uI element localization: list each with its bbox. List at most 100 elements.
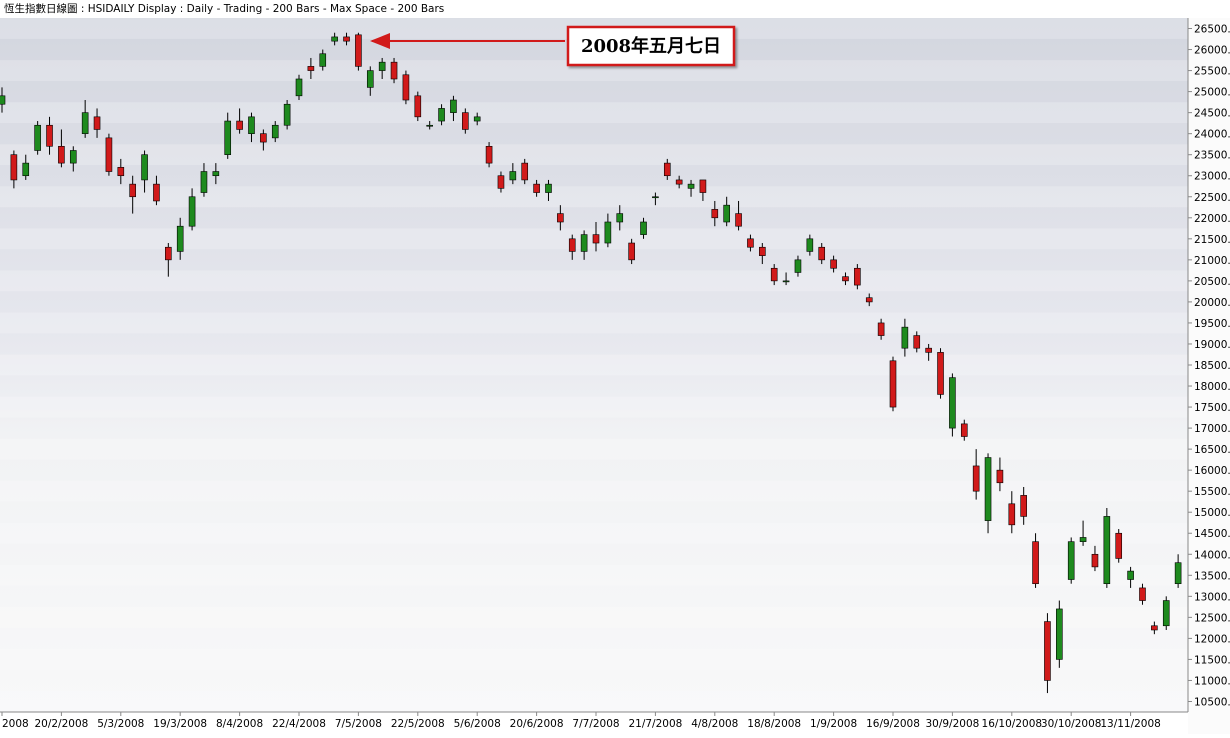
candle-body — [438, 108, 445, 122]
candle-body — [616, 213, 624, 223]
candle-body — [46, 124, 53, 147]
y-tick-label: 23000.0 — [1194, 171, 1230, 183]
candle-body — [224, 120, 232, 155]
grid-band — [0, 396, 1188, 418]
candle-body — [81, 112, 89, 134]
annotation: 2008年五月七日 — [581, 35, 721, 57]
candle-body — [652, 196, 659, 199]
grid-band — [0, 144, 1188, 166]
candle-body — [545, 183, 552, 193]
candle-body — [497, 175, 505, 189]
y-tick-label: 12500.0 — [1194, 612, 1230, 624]
candle-body — [1079, 537, 1087, 542]
candle-body — [343, 36, 350, 42]
candle-body — [1032, 541, 1039, 585]
candle-body — [972, 465, 980, 492]
x-tick-label: 13/11/2008 — [1100, 718, 1161, 730]
candle-body — [818, 246, 826, 261]
grid-band — [0, 186, 1188, 208]
y-tick-label: 19500.0 — [1194, 318, 1230, 330]
candle-body — [1067, 541, 1075, 580]
grid-band — [0, 691, 1188, 712]
candle-body — [117, 167, 125, 177]
candle-body — [426, 124, 433, 127]
candle-body — [1174, 562, 1182, 585]
candle-body — [1139, 587, 1146, 601]
candle-body — [271, 124, 279, 139]
candle-body — [913, 335, 921, 349]
candle-body — [640, 221, 647, 235]
candle-body — [735, 213, 742, 227]
candle-body — [462, 112, 469, 130]
candle-body — [69, 150, 77, 164]
candle-body — [996, 469, 1004, 484]
x-tick-label: 21/7/2008 — [628, 718, 682, 730]
y-tick-label: 16500.0 — [1194, 444, 1230, 456]
candle-body — [865, 297, 873, 303]
grid-band — [0, 354, 1188, 376]
candle-body — [485, 145, 493, 164]
y-tick-label: 25000.0 — [1194, 87, 1230, 99]
candle-body — [331, 36, 338, 42]
candle-body — [1151, 625, 1158, 631]
candle-body — [806, 238, 814, 252]
grid-band — [0, 564, 1188, 586]
candle-body — [450, 99, 457, 113]
x-tick-label: 7/7/2008 — [572, 718, 619, 730]
candle-body — [1103, 516, 1111, 585]
candle-body — [473, 116, 481, 122]
candle-body — [842, 276, 849, 282]
y-tick-label: 26500.0 — [1194, 24, 1230, 36]
y-tick-label: 14000.0 — [1194, 549, 1230, 561]
candle-body — [10, 154, 18, 181]
y-tick-label: 18500.0 — [1194, 360, 1230, 372]
x-tick-label: 7/5/2008 — [335, 718, 382, 730]
candle-body — [663, 162, 671, 177]
y-tick-label: 11500.0 — [1194, 654, 1230, 666]
candle-body — [628, 242, 635, 261]
x-tick-label: 22/4/2008 — [272, 718, 326, 730]
candle-body — [105, 137, 113, 172]
candle-body — [283, 103, 291, 126]
y-tick-label: 21500.0 — [1194, 234, 1230, 246]
y-tick-label: 16000.0 — [1194, 465, 1230, 477]
candle-body — [236, 120, 243, 130]
candle-body — [378, 61, 386, 71]
candle-body — [1044, 621, 1051, 681]
y-tick-label: 18000.0 — [1194, 381, 1230, 393]
candle-body — [93, 116, 101, 130]
y-tick-label: 10500.0 — [1194, 696, 1230, 708]
y-tick-label: 15500.0 — [1194, 486, 1230, 498]
candle-body — [687, 183, 695, 189]
grid-band — [0, 60, 1188, 81]
x-tick-label: 20/2/2008 — [34, 718, 88, 730]
x-tick-label: 22/5/2008 — [391, 718, 445, 730]
y-tick-label: 21000.0 — [1194, 255, 1230, 267]
candle-body — [711, 209, 719, 219]
candle-body — [699, 179, 707, 193]
candle-body — [830, 259, 837, 269]
candle-body — [723, 204, 730, 223]
x-tick-label: 19/3/2008 — [153, 718, 207, 730]
plot-area — [0, 18, 1188, 712]
candle-body — [1127, 570, 1134, 580]
grid-band — [0, 649, 1188, 670]
candle-body — [604, 221, 612, 244]
y-tick-label: 13500.0 — [1194, 570, 1230, 582]
grid-band — [0, 522, 1188, 544]
x-tick-label: 4/8/2008 — [691, 718, 738, 730]
y-tick-label: 20500.0 — [1194, 276, 1230, 288]
candle-body — [295, 78, 303, 97]
y-tick-label: 24500.0 — [1194, 108, 1230, 120]
candle-body — [557, 213, 564, 223]
x-tick-label: 2008 — [2, 718, 29, 730]
candle-body — [58, 145, 65, 164]
candle-body — [925, 347, 932, 353]
x-tick-label: 20/6/2008 — [510, 718, 564, 730]
candle-body — [153, 183, 160, 202]
x-tick-label: 1/9/2008 — [810, 718, 857, 730]
grid-band — [0, 312, 1188, 334]
candle-body — [937, 352, 944, 395]
candle-body — [307, 66, 315, 71]
